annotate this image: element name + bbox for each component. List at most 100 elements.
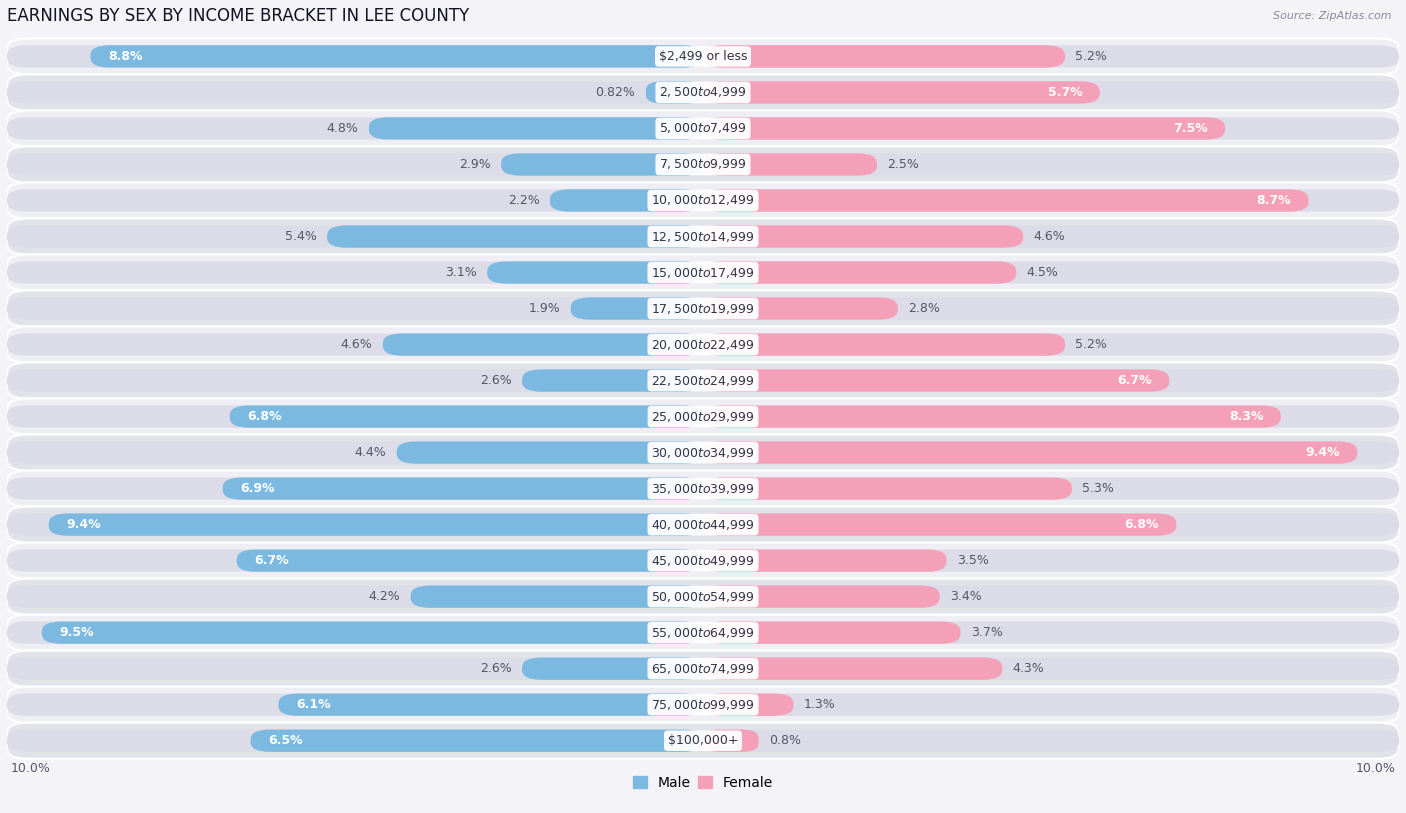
FancyBboxPatch shape	[550, 189, 703, 211]
FancyBboxPatch shape	[7, 687, 1399, 723]
Text: 8.8%: 8.8%	[108, 50, 142, 63]
FancyBboxPatch shape	[7, 225, 703, 248]
FancyBboxPatch shape	[411, 585, 703, 608]
FancyBboxPatch shape	[7, 38, 1399, 75]
FancyBboxPatch shape	[703, 514, 1177, 536]
FancyBboxPatch shape	[703, 729, 759, 752]
FancyBboxPatch shape	[645, 81, 703, 103]
FancyBboxPatch shape	[7, 693, 703, 716]
FancyBboxPatch shape	[703, 621, 1399, 644]
Text: $45,000 to $49,999: $45,000 to $49,999	[651, 554, 755, 567]
FancyBboxPatch shape	[7, 154, 703, 176]
Text: 6.8%: 6.8%	[247, 410, 281, 423]
Text: 6.8%: 6.8%	[1125, 518, 1159, 531]
Text: 3.4%: 3.4%	[950, 590, 981, 603]
FancyBboxPatch shape	[7, 75, 1399, 111]
Text: 9.4%: 9.4%	[1305, 446, 1340, 459]
FancyBboxPatch shape	[7, 333, 703, 356]
Text: 2.2%: 2.2%	[508, 194, 540, 207]
Text: 2.9%: 2.9%	[458, 158, 491, 171]
Text: $55,000 to $64,999: $55,000 to $64,999	[651, 626, 755, 640]
FancyBboxPatch shape	[703, 46, 1064, 67]
FancyBboxPatch shape	[703, 261, 1399, 284]
FancyBboxPatch shape	[7, 146, 1399, 182]
FancyBboxPatch shape	[7, 514, 703, 536]
FancyBboxPatch shape	[703, 369, 1170, 392]
Text: 4.6%: 4.6%	[340, 338, 373, 351]
Text: $30,000 to $34,999: $30,000 to $34,999	[651, 446, 755, 459]
FancyBboxPatch shape	[703, 154, 1399, 176]
FancyBboxPatch shape	[7, 441, 703, 463]
FancyBboxPatch shape	[703, 585, 1399, 608]
FancyBboxPatch shape	[703, 46, 1399, 67]
FancyBboxPatch shape	[703, 333, 1064, 356]
Text: 4.4%: 4.4%	[354, 446, 387, 459]
FancyBboxPatch shape	[7, 298, 703, 320]
Text: $15,000 to $17,499: $15,000 to $17,499	[651, 266, 755, 280]
FancyBboxPatch shape	[522, 369, 703, 392]
FancyBboxPatch shape	[236, 550, 703, 572]
FancyBboxPatch shape	[7, 111, 1399, 146]
FancyBboxPatch shape	[7, 658, 703, 680]
Text: $65,000 to $74,999: $65,000 to $74,999	[651, 662, 755, 676]
FancyBboxPatch shape	[250, 729, 703, 752]
Text: 4.6%: 4.6%	[1033, 230, 1066, 243]
Text: 6.7%: 6.7%	[254, 554, 288, 567]
Text: $17,500 to $19,999: $17,500 to $19,999	[651, 302, 755, 315]
FancyBboxPatch shape	[7, 182, 1399, 219]
FancyBboxPatch shape	[703, 550, 1399, 572]
FancyBboxPatch shape	[703, 189, 1399, 211]
Text: 5.7%: 5.7%	[1047, 86, 1083, 99]
FancyBboxPatch shape	[7, 477, 703, 500]
FancyBboxPatch shape	[7, 363, 1399, 398]
FancyBboxPatch shape	[368, 117, 703, 140]
FancyBboxPatch shape	[7, 506, 1399, 542]
Text: 8.7%: 8.7%	[1257, 194, 1291, 207]
Text: EARNINGS BY SEX BY INCOME BRACKET IN LEE COUNTY: EARNINGS BY SEX BY INCOME BRACKET IN LEE…	[7, 7, 470, 25]
FancyBboxPatch shape	[7, 650, 1399, 687]
Text: 6.7%: 6.7%	[1118, 374, 1152, 387]
FancyBboxPatch shape	[7, 117, 703, 140]
FancyBboxPatch shape	[703, 729, 1399, 752]
FancyBboxPatch shape	[703, 298, 898, 320]
FancyBboxPatch shape	[703, 514, 1399, 536]
FancyBboxPatch shape	[703, 225, 1399, 248]
Text: 5.2%: 5.2%	[1076, 338, 1108, 351]
Text: 6.1%: 6.1%	[295, 698, 330, 711]
FancyBboxPatch shape	[7, 585, 703, 608]
FancyBboxPatch shape	[7, 615, 1399, 650]
Text: 1.3%: 1.3%	[804, 698, 835, 711]
FancyBboxPatch shape	[7, 621, 703, 644]
Text: $50,000 to $54,999: $50,000 to $54,999	[651, 589, 755, 603]
FancyBboxPatch shape	[396, 441, 703, 463]
Text: $40,000 to $44,999: $40,000 to $44,999	[651, 518, 755, 532]
FancyBboxPatch shape	[703, 333, 1399, 356]
FancyBboxPatch shape	[571, 298, 703, 320]
FancyBboxPatch shape	[703, 621, 960, 644]
FancyBboxPatch shape	[703, 441, 1357, 463]
FancyBboxPatch shape	[7, 471, 1399, 506]
FancyBboxPatch shape	[703, 117, 1399, 140]
Text: 9.4%: 9.4%	[66, 518, 101, 531]
FancyBboxPatch shape	[703, 585, 939, 608]
FancyBboxPatch shape	[7, 369, 703, 392]
FancyBboxPatch shape	[703, 693, 1399, 716]
Text: 3.7%: 3.7%	[972, 626, 1002, 639]
FancyBboxPatch shape	[703, 81, 1099, 103]
FancyBboxPatch shape	[703, 189, 1309, 211]
Text: 4.3%: 4.3%	[1012, 662, 1045, 675]
FancyBboxPatch shape	[7, 550, 703, 572]
Text: $20,000 to $22,499: $20,000 to $22,499	[651, 337, 755, 351]
FancyBboxPatch shape	[501, 154, 703, 176]
FancyBboxPatch shape	[703, 477, 1071, 500]
FancyBboxPatch shape	[703, 369, 1399, 392]
FancyBboxPatch shape	[703, 154, 877, 176]
FancyBboxPatch shape	[7, 327, 1399, 363]
FancyBboxPatch shape	[42, 621, 703, 644]
FancyBboxPatch shape	[90, 46, 703, 67]
Text: 3.1%: 3.1%	[446, 266, 477, 279]
FancyBboxPatch shape	[7, 542, 1399, 579]
FancyBboxPatch shape	[7, 46, 703, 67]
FancyBboxPatch shape	[7, 189, 703, 211]
Text: $75,000 to $99,999: $75,000 to $99,999	[651, 698, 755, 711]
